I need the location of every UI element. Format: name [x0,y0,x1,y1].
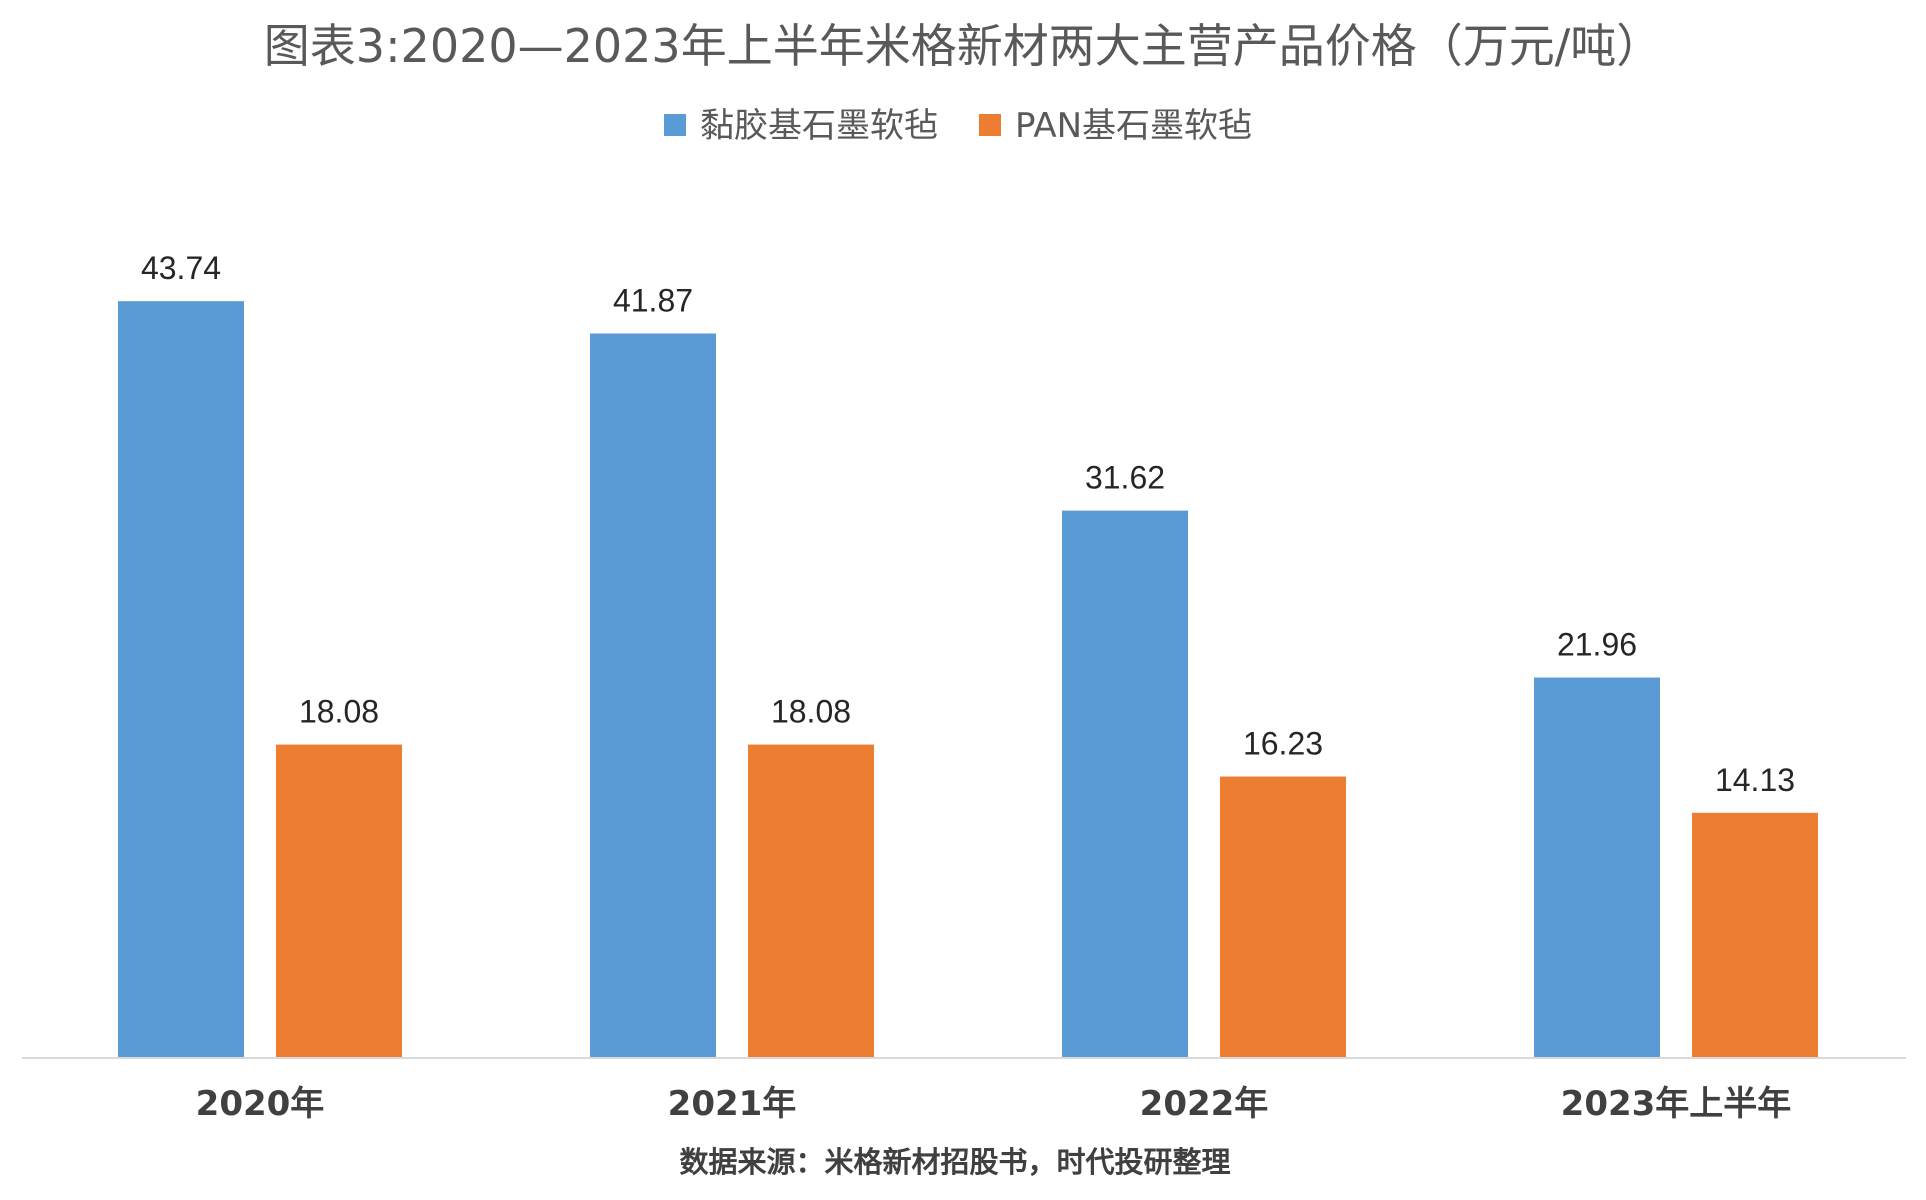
data-label-group: 43.74 18.08 41.87 18.08 31.62 16.23 21.96 14.13 [141,250,1795,798]
data-label-s0-c1: 41.87 [613,282,693,318]
x-tick-group: 2020年 2021年 2022年 2023年上半年 [196,1084,1792,1124]
legend-label-1: PAN基石墨软毡 [1015,106,1252,146]
x-tick-label-3: 2023年上半年 [1561,1084,1792,1124]
source-note: 数据来源：米格新材招股书，时代投研整理 [679,1145,1230,1179]
legend-swatch-1 [979,114,1001,136]
bar-s1-c2 [1220,776,1346,1057]
bar-s1-c1 [748,744,874,1057]
chart-title: 图表3:2020—2023年上半年米格新材两大主营产品价格（万元/吨） [264,19,1662,73]
bar-s0-c0 [118,301,244,1057]
data-label-s1-c2: 16.23 [1243,726,1323,762]
legend: 黏胶基石墨软毡 PAN基石墨软毡 [664,106,1252,146]
data-label-s1-c3: 14.13 [1715,762,1795,798]
bar-s1-c3 [1692,812,1818,1057]
data-label-s0-c0: 43.74 [141,250,221,286]
bar-s0-c2 [1062,510,1188,1057]
x-tick-label-2: 2022年 [1140,1084,1269,1124]
x-tick-label-0: 2020年 [196,1084,325,1124]
bar-s1-c0 [276,744,402,1057]
data-label-s1-c1: 18.08 [771,694,851,730]
data-label-s0-c3: 21.96 [1557,627,1637,663]
bar-s0-c1 [590,333,716,1057]
bar-s0-c3 [1534,677,1660,1057]
legend-swatch-0 [664,114,686,136]
bar-group [118,301,1818,1057]
data-label-s0-c2: 31.62 [1085,460,1165,496]
x-tick-label-1: 2021年 [668,1084,797,1124]
legend-label-0: 黏胶基石墨软毡 [700,106,938,146]
data-label-s1-c0: 18.08 [299,694,379,730]
